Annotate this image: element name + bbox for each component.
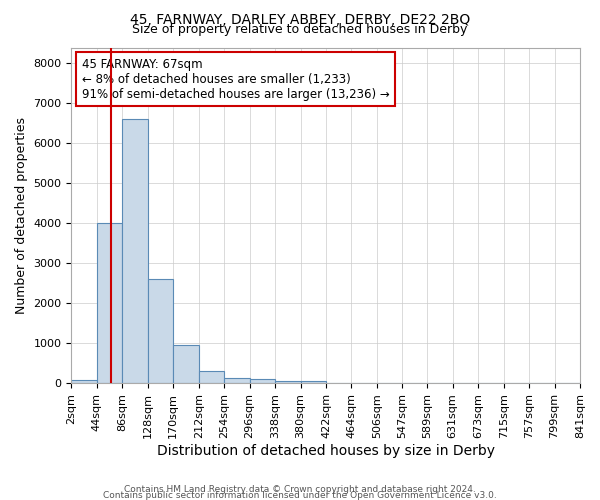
Bar <box>122 120 148 383</box>
X-axis label: Distribution of detached houses by size in Derby: Distribution of detached houses by size … <box>157 444 495 458</box>
Bar <box>173 345 199 383</box>
Bar <box>199 370 224 383</box>
Y-axis label: Number of detached properties: Number of detached properties <box>15 117 28 314</box>
Text: Contains public sector information licensed under the Open Government Licence v3: Contains public sector information licen… <box>103 490 497 500</box>
Bar <box>224 378 250 383</box>
Bar <box>71 380 97 383</box>
Text: 45 FARNWAY: 67sqm
← 8% of detached houses are smaller (1,233)
91% of semi-detach: 45 FARNWAY: 67sqm ← 8% of detached house… <box>82 58 389 100</box>
Text: 45, FARNWAY, DARLEY ABBEY, DERBY, DE22 2BQ: 45, FARNWAY, DARLEY ABBEY, DERBY, DE22 2… <box>130 12 470 26</box>
Text: Contains HM Land Registry data © Crown copyright and database right 2024.: Contains HM Land Registry data © Crown c… <box>124 485 476 494</box>
Bar <box>250 379 275 383</box>
Text: Size of property relative to detached houses in Derby: Size of property relative to detached ho… <box>133 24 467 36</box>
Bar <box>301 380 326 383</box>
Bar <box>97 224 122 383</box>
Bar <box>275 380 301 383</box>
Bar <box>148 279 173 383</box>
